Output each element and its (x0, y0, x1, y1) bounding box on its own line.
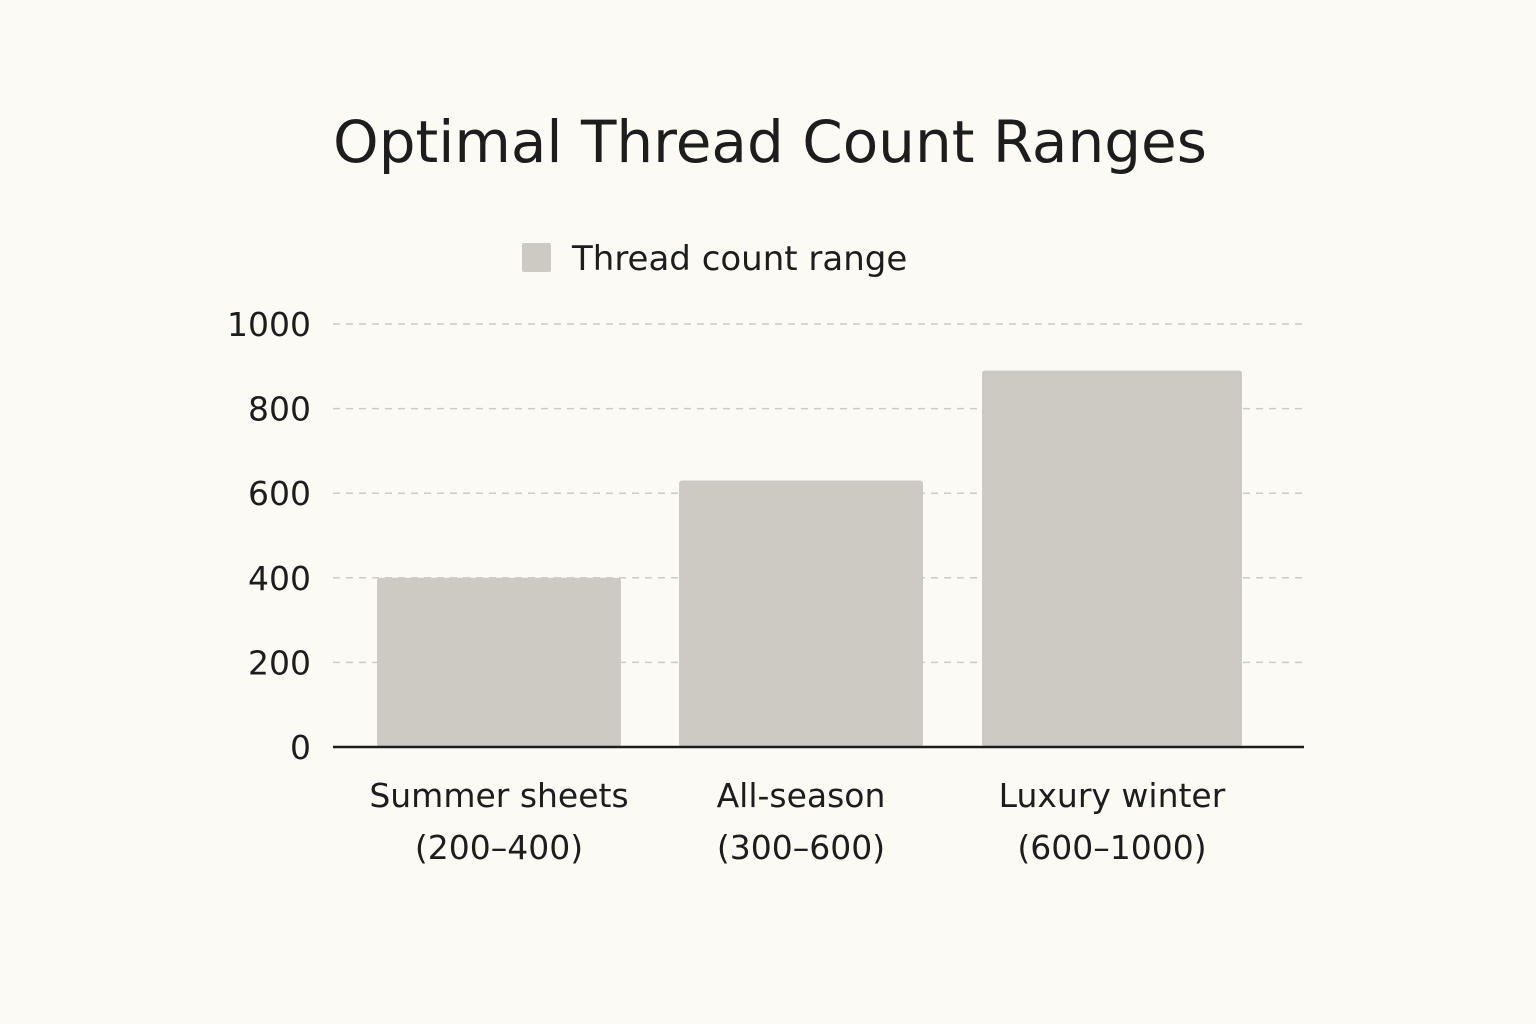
bar (377, 577, 621, 747)
legend-label: Thread count range (571, 239, 907, 279)
y-tick-label: 800 (248, 390, 311, 429)
x-category-label: (200–400) (415, 828, 583, 867)
y-tick-label: 1000 (227, 305, 311, 344)
bar (982, 370, 1242, 747)
bar (679, 480, 923, 747)
y-tick-label: 600 (248, 474, 311, 513)
chart-title: Optimal Thread Count Ranges (333, 108, 1207, 176)
x-category-label: All-season (717, 776, 886, 815)
x-category-label: (300–600) (717, 828, 885, 867)
x-category-label: Summer sheets (369, 776, 628, 815)
x-category-label: (600–1000) (1017, 828, 1206, 867)
y-axis-ticks: 0 200 400 600 800 1000 (227, 305, 311, 767)
y-tick-label: 200 (248, 643, 311, 682)
y-tick-label: 400 (248, 559, 311, 598)
y-tick-label: 0 (290, 728, 311, 767)
x-category-label: Luxury winter (999, 776, 1226, 815)
legend: Thread count range (522, 239, 907, 279)
bars (377, 370, 1242, 747)
legend-swatch (522, 243, 551, 272)
x-axis-labels: Summer sheets (200–400) All-season (300–600… (369, 776, 1225, 867)
